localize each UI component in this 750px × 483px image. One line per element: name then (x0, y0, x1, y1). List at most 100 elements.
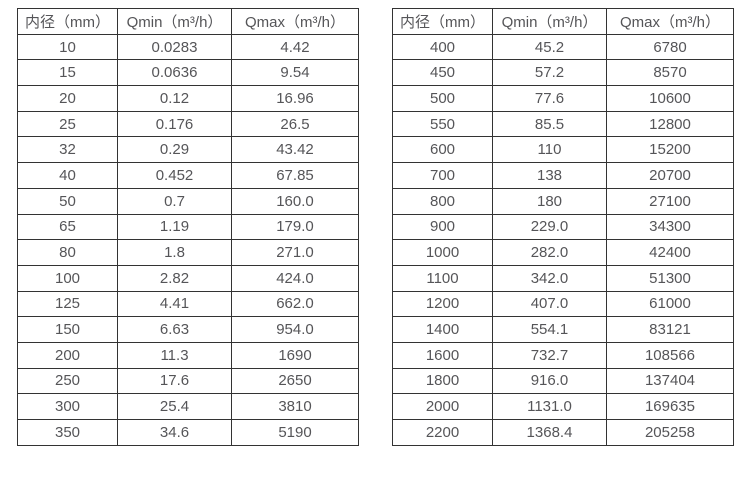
table-cell: 32 (17, 136, 118, 164)
table-cell: 0.7 (117, 187, 232, 215)
table-row: 20 0.12 16.96 (17, 85, 359, 112)
table-row: 1100 342.0 51300 (392, 264, 734, 292)
table-cell: 80 (17, 239, 118, 266)
table-cell: 137404 (606, 367, 734, 395)
table-cell: 4.41 (117, 290, 232, 318)
table-row: 700 138 20700 (392, 162, 734, 189)
table-row: 1400 554.1 83121 (392, 316, 734, 343)
table-row: 900 229.0 34300 (392, 213, 734, 241)
table-cell: 25 (17, 110, 118, 138)
table-cell: 150 (17, 316, 118, 343)
table-cell: 40 (17, 162, 118, 189)
table-cell: 554.1 (492, 316, 607, 343)
table-row: 10 0.0283 4.42 (17, 33, 359, 61)
table-cell: 2200 (392, 419, 493, 446)
table-cell: 42400 (606, 239, 734, 266)
table-cell: 11.3 (117, 341, 232, 369)
table-cell: 407.0 (492, 290, 607, 318)
table-row: 40 0.452 67.85 (17, 162, 359, 189)
table-cell: 51300 (606, 264, 734, 292)
table-cell: 34.6 (117, 419, 232, 446)
table-cell: 1690 (231, 341, 359, 369)
table-cell: 1200 (392, 290, 493, 318)
table-row: 250 17.6 2650 (17, 367, 359, 395)
header-row: 内径（mm） Qmin（m³/h） Qmax（m³/h） (392, 8, 734, 35)
table-row: 350 34.6 5190 (17, 419, 359, 446)
table-row: 500 77.6 10600 (392, 85, 734, 112)
table-cell: 20700 (606, 162, 734, 189)
table-cell: 1600 (392, 341, 493, 369)
table-cell: 65 (17, 213, 118, 241)
table-cell: 0.29 (117, 136, 232, 164)
table-row: 1600 732.7 108566 (392, 341, 734, 369)
table-row: 550 85.5 12800 (392, 110, 734, 138)
table-body: 400 45.2 6780 450 57.2 8570 500 77.6 10600 550 85.… (392, 33, 734, 446)
table-row: 2200 1368.4 205258 (392, 419, 734, 446)
table-cell: 45.2 (492, 33, 607, 61)
table-cell: 83121 (606, 316, 734, 343)
table-row: 125 4.41 662.0 (17, 290, 359, 318)
table-cell: 180 (492, 187, 607, 215)
table-cell: 6780 (606, 33, 734, 61)
table-row: 200 11.3 1690 (17, 341, 359, 369)
table-cell: 205258 (606, 419, 734, 446)
table-header: 内径（mm） Qmin（m³/h） Qmax（m³/h） (17, 8, 359, 35)
table-cell: 1.19 (117, 213, 232, 241)
table-cell: 1400 (392, 316, 493, 343)
table-cell: 43.42 (231, 136, 359, 164)
column-header-qmin: Qmin（m³/h） (117, 8, 232, 35)
table-cell: 50 (17, 187, 118, 215)
table-cell: 2000 (392, 393, 493, 420)
table-cell: 916.0 (492, 367, 607, 395)
table-cell: 179.0 (231, 213, 359, 241)
table-cell: 229.0 (492, 213, 607, 241)
table-cell: 67.85 (231, 162, 359, 189)
table-row: 50 0.7 160.0 (17, 187, 359, 215)
table-cell: 600 (392, 136, 493, 164)
table-cell: 271.0 (231, 239, 359, 266)
table-cell: 1368.4 (492, 419, 607, 446)
table-row: 15 0.0636 9.54 (17, 59, 359, 87)
table-cell: 61000 (606, 290, 734, 318)
table-cell: 550 (392, 110, 493, 138)
table-cell: 662.0 (231, 290, 359, 318)
table-row: 1000 282.0 42400 (392, 239, 734, 266)
table-cell: 169635 (606, 393, 734, 420)
table-cell: 25.4 (117, 393, 232, 420)
table-cell: 400 (392, 33, 493, 61)
table-cell: 1.8 (117, 239, 232, 266)
table-row: 65 1.19 179.0 (17, 213, 359, 241)
table-cell: 110 (492, 136, 607, 164)
table-cell: 350 (17, 419, 118, 446)
table-cell: 15200 (606, 136, 734, 164)
header-row: 内径（mm） Qmin（m³/h） Qmax（m³/h） (17, 8, 359, 35)
table-cell: 1100 (392, 264, 493, 292)
table-cell: 3810 (231, 393, 359, 420)
table-cell: 700 (392, 162, 493, 189)
table-cell: 17.6 (117, 367, 232, 395)
table-cell: 0.452 (117, 162, 232, 189)
table-cell: 160.0 (231, 187, 359, 215)
table-cell: 15 (17, 59, 118, 87)
table-row: 150 6.63 954.0 (17, 316, 359, 343)
table-cell: 0.12 (117, 85, 232, 112)
table-cell: 0.0636 (117, 59, 232, 87)
table-cell: 8570 (606, 59, 734, 87)
table-cell: 1131.0 (492, 393, 607, 420)
table-row: 450 57.2 8570 (392, 59, 734, 87)
table-cell: 1000 (392, 239, 493, 266)
table-cell: 450 (392, 59, 493, 87)
table-cell: 12800 (606, 110, 734, 138)
table-row: 2000 1131.0 169635 (392, 393, 734, 420)
column-header-diameter: 内径（mm） (17, 8, 118, 35)
table-cell: 500 (392, 85, 493, 112)
table-row: 25 0.176 26.5 (17, 110, 359, 138)
table-cell: 200 (17, 341, 118, 369)
table-cell: 16.96 (231, 85, 359, 112)
table-cell: 800 (392, 187, 493, 215)
table-cell: 0.176 (117, 110, 232, 138)
table-row: 400 45.2 6780 (392, 33, 734, 61)
column-header-qmax: Qmax（m³/h） (231, 8, 359, 35)
table-cell: 424.0 (231, 264, 359, 292)
table-row: 32 0.29 43.42 (17, 136, 359, 164)
